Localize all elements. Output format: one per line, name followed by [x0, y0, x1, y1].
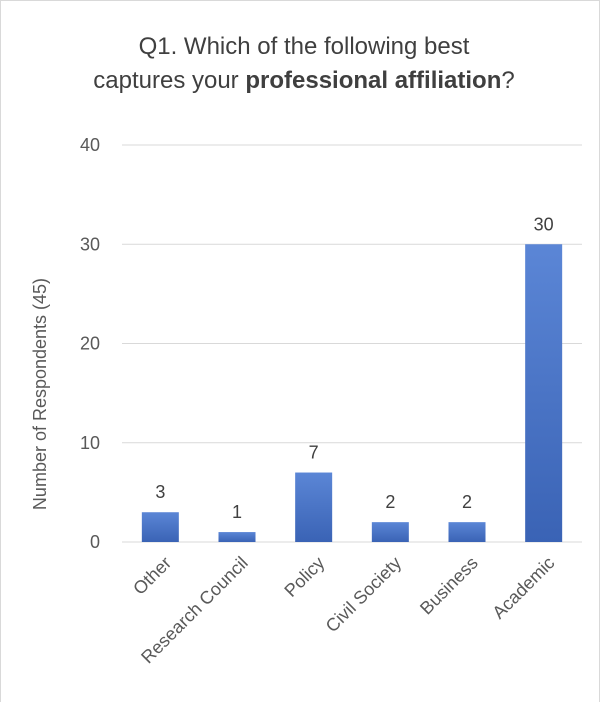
bar-other [141, 512, 179, 542]
y-tick-label: 20 [80, 334, 100, 354]
chart-title: Q1. Which of the following best captures… [0, 30, 608, 98]
bar-civil-society [371, 522, 409, 542]
bar-business [448, 522, 486, 542]
bar-academic [525, 244, 563, 542]
chart-title-post: ? [501, 67, 515, 94]
data-label: 3 [155, 482, 165, 502]
chart-title-bold: professional affiliation [245, 67, 502, 94]
x-category-label: Business [416, 553, 482, 619]
gridlines [122, 144, 582, 543]
bars [141, 244, 563, 542]
y-axis-title: Number of Respondents (45) [30, 278, 50, 510]
bar-research-council [218, 532, 256, 542]
y-tick-label: 40 [80, 135, 100, 155]
data-label: 30 [534, 214, 554, 234]
chart-title-pre: captures your [93, 67, 246, 94]
data-labels: 3 1 7 2 2 30 [155, 214, 553, 522]
bar-policy [295, 472, 333, 542]
data-label: 2 [462, 492, 472, 512]
x-category-label: Policy [280, 553, 328, 601]
chart-title-line-2: captures your professional affiliation? [0, 64, 608, 98]
y-tick-label: 30 [80, 234, 100, 254]
y-tick-label: 0 [90, 532, 100, 552]
data-label: 1 [232, 502, 242, 522]
y-tick-label: 10 [80, 433, 100, 453]
x-category-label: Civil Society [322, 553, 405, 636]
data-label: 7 [309, 443, 319, 463]
chart-title-line-1: Q1. Which of the following best [138, 33, 470, 60]
data-label: 2 [385, 492, 395, 512]
x-category-label: Academic [488, 553, 558, 623]
y-axis-ticks: 0 10 20 30 40 [80, 135, 100, 552]
x-category-label: Other [129, 553, 175, 599]
